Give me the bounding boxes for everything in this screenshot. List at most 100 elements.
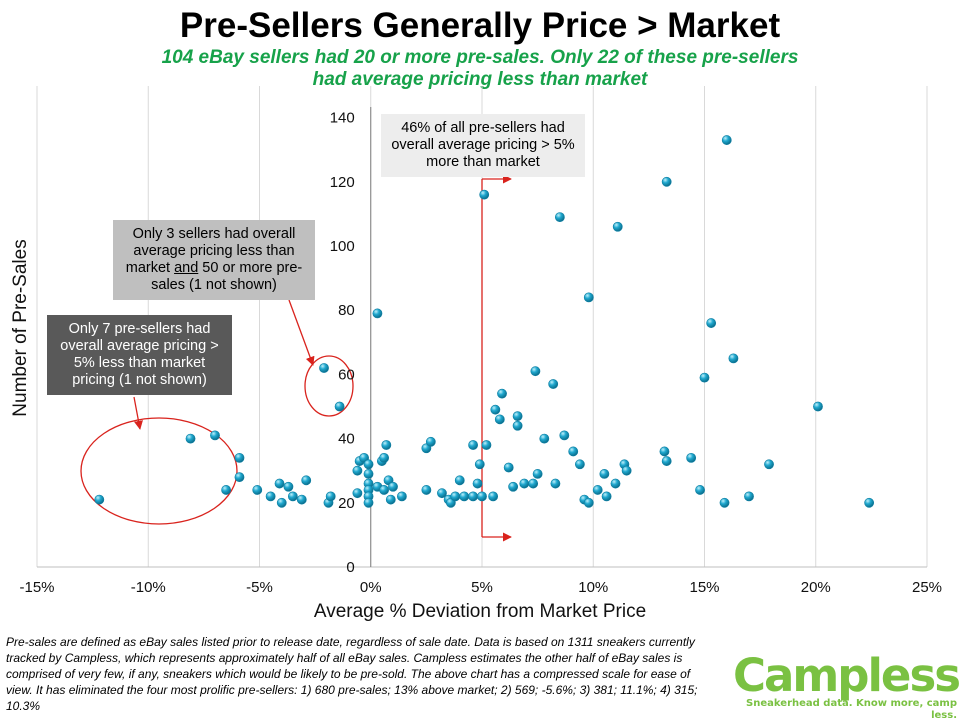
data-point [661, 456, 672, 466]
data-point [512, 420, 523, 431]
annotation-shapes [80, 174, 512, 542]
data-point [396, 491, 407, 502]
data-point [508, 481, 519, 492]
x-tick-label: -15% [19, 579, 54, 596]
data-point [490, 404, 501, 415]
ellipse-far-below-market [80, 417, 238, 525]
data-point [554, 212, 565, 223]
data-point [372, 308, 383, 319]
data-points [94, 135, 875, 508]
data-point [296, 494, 307, 505]
campless-logo: Campless Sneakerhead data. Know more, ca… [733, 649, 960, 722]
data-point [363, 497, 374, 508]
data-point [599, 469, 610, 479]
data-point [583, 292, 594, 303]
data-point [325, 491, 336, 502]
y-tick-label: 100 [330, 238, 355, 255]
data-point [813, 401, 823, 412]
data-point [379, 485, 389, 495]
chart-title: Pre-Sellers Generally Price > Market [179, 6, 781, 45]
y-tick-label: 60 [338, 366, 355, 383]
data-point [764, 459, 774, 470]
data-point [488, 491, 499, 502]
data-point [528, 478, 539, 489]
data-point [274, 478, 285, 489]
data-point [721, 135, 732, 145]
data-point [601, 491, 612, 502]
data-point [512, 411, 523, 422]
logo-wordmark: Campless [733, 649, 960, 702]
callout-text-part1: Only 3 sellers had overall average prici… [125, 226, 296, 276]
data-point [494, 414, 505, 425]
data-point [539, 433, 550, 444]
data-point [744, 491, 754, 502]
data-point [699, 372, 710, 383]
x-tick-label: 5% [471, 579, 493, 596]
data-point [479, 189, 490, 200]
pointer-middle-callout [288, 299, 315, 366]
data-point [276, 497, 287, 508]
data-point [719, 497, 730, 508]
x-tick-label: 0% [360, 579, 382, 596]
data-point [474, 459, 485, 470]
data-point [454, 475, 465, 486]
data-point [283, 481, 294, 492]
y-tick-label: 80 [338, 302, 355, 319]
data-point [94, 494, 105, 505]
data-point [548, 379, 559, 389]
x-tick-label: 20% [801, 579, 831, 596]
data-point [468, 440, 478, 450]
y-axis-title: Number of Pre-Sales [10, 239, 31, 416]
data-point [301, 475, 312, 486]
data-point [421, 485, 432, 495]
data-point [519, 478, 530, 489]
data-point [559, 430, 570, 441]
ellipse-below-market-50plus [304, 355, 354, 417]
data-point [363, 469, 374, 479]
y-tick-label: 120 [330, 174, 355, 191]
data-point [661, 176, 672, 187]
data-point [363, 459, 374, 470]
data-point [477, 491, 487, 502]
data-point [352, 465, 363, 476]
callout-five-percent-below: Only 7 pre-sellers had overall average p… [47, 315, 232, 395]
x-tick-label: 10% [578, 579, 608, 596]
data-point [706, 318, 717, 328]
data-point [388, 481, 398, 492]
data-point [481, 440, 492, 450]
data-point [221, 485, 232, 495]
tick-labels: -15% -10% -5% 0% 5% 10% 15% 20% 25% 0 20 40 60 80 100 1… [19, 110, 942, 596]
data-point [503, 462, 514, 473]
data-point [425, 436, 436, 447]
callout-text-part2: 50 or more pre-sales (1 not shown) [151, 260, 303, 293]
data-point [234, 452, 245, 463]
chart-subtitle: 104 eBay sellers had 20 or more pre-sale… [161, 47, 799, 90]
data-point [459, 491, 470, 502]
x-tick-label: 25% [912, 579, 942, 596]
data-point [659, 446, 670, 457]
data-point [864, 497, 875, 508]
logo-tagline: Sneakerhead data. Know more, camp less. [746, 698, 957, 721]
footnote: Pre-sales are defined as eBay sales list… [6, 635, 698, 713]
data-point [695, 485, 705, 495]
data-point [385, 494, 396, 505]
data-point [450, 491, 461, 502]
callout-above-market: 46% of all pre-sellers had overall avera… [381, 114, 585, 177]
data-point [532, 469, 543, 479]
y-tick-label: 140 [330, 110, 355, 127]
data-point [210, 430, 220, 441]
y-tick-label: 20 [338, 495, 355, 512]
callout-text-underlined: and [174, 260, 199, 276]
data-point [334, 401, 345, 412]
data-point [686, 452, 697, 463]
y-tick-label: 40 [338, 431, 355, 448]
data-point [468, 491, 478, 502]
data-point [352, 488, 363, 499]
x-tick-label: -10% [131, 579, 166, 596]
data-point [550, 478, 561, 489]
pointer-left-callout [133, 396, 143, 430]
data-point [530, 366, 541, 377]
data-point [621, 465, 632, 476]
x-axis-title: Average % Deviation from Market Price [314, 601, 646, 622]
